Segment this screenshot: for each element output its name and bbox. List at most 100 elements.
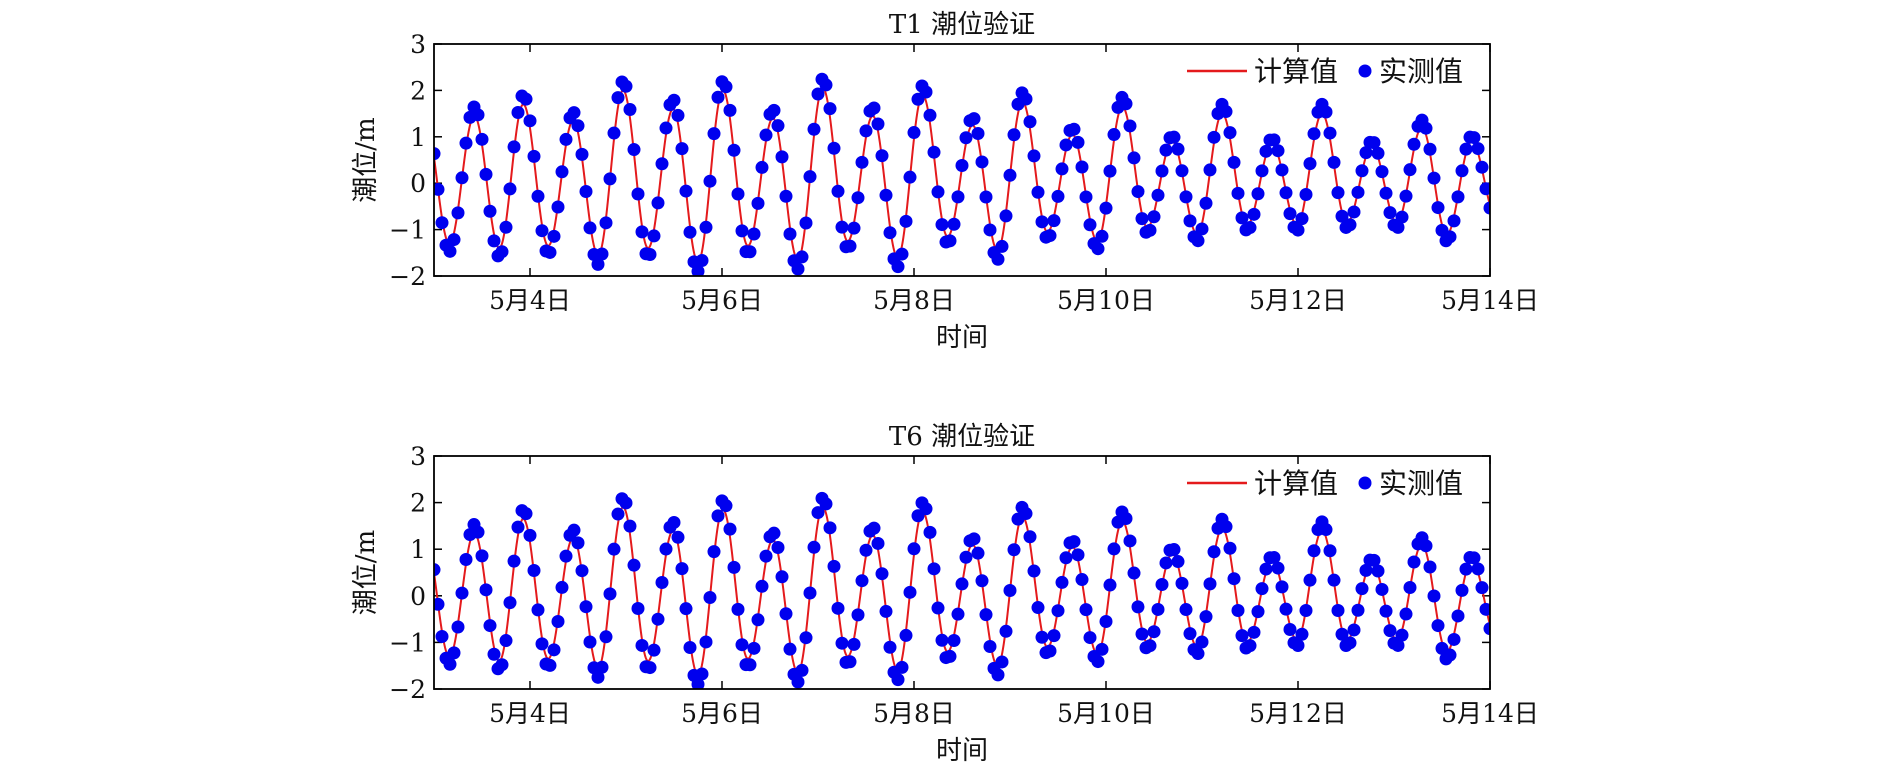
x-tick-label: 5月6日 xyxy=(681,699,763,728)
series-point-measured xyxy=(1219,520,1233,534)
series-point-measured xyxy=(1135,627,1149,641)
series-point-measured xyxy=(1467,131,1481,145)
y-tick-label: 0 xyxy=(410,582,426,611)
series-point-measured xyxy=(667,93,681,107)
series-point-measured xyxy=(783,227,797,241)
series-point-measured xyxy=(1223,126,1237,140)
series-point-measured xyxy=(459,136,473,150)
series-point-measured xyxy=(971,546,985,560)
series-point-measured xyxy=(747,641,761,655)
series-point-measured xyxy=(1175,576,1189,590)
series-point-measured xyxy=(723,522,737,536)
series-point-measured xyxy=(767,103,781,117)
series-point-measured xyxy=(831,601,845,615)
x-tick-label: 5月12日 xyxy=(1249,699,1347,728)
series-point-measured xyxy=(995,239,1009,253)
series-point-measured xyxy=(1367,553,1381,567)
series-point-measured xyxy=(1307,544,1321,558)
series-point-measured xyxy=(895,247,909,261)
series-point-measured xyxy=(1171,555,1185,569)
series-point-measured xyxy=(651,612,665,626)
series-point-measured xyxy=(847,221,861,235)
series-point-measured xyxy=(743,658,757,672)
series-point-measured xyxy=(623,519,637,533)
series-point-measured xyxy=(531,603,545,617)
series-point-measured xyxy=(875,149,889,163)
series-point-measured xyxy=(495,658,509,672)
series-point-measured xyxy=(1427,171,1441,185)
series-point-measured xyxy=(599,216,613,230)
series-point-measured xyxy=(1271,561,1285,575)
series-point-measured xyxy=(907,126,921,140)
series-point-measured xyxy=(843,655,857,669)
x-tick-label: 5月8日 xyxy=(873,286,955,315)
series-point-measured xyxy=(751,196,765,210)
series-point-measured xyxy=(547,229,561,243)
series-point-measured xyxy=(1407,555,1421,569)
series-point-measured xyxy=(699,635,713,649)
series-point-measured xyxy=(647,229,661,243)
series-point-measured xyxy=(1375,582,1389,596)
series-point-measured xyxy=(1147,210,1161,224)
series-point-measured xyxy=(583,221,597,235)
series-point-measured xyxy=(1359,146,1373,160)
series-point-measured xyxy=(1459,562,1473,576)
series-point-measured xyxy=(499,220,513,234)
series-point-measured xyxy=(1019,92,1033,106)
series-point-measured xyxy=(723,103,737,117)
series-point-measured xyxy=(859,124,873,138)
y-axis-label: 潮位/m xyxy=(351,530,381,615)
series-point-measured xyxy=(803,170,817,184)
series-point-measured xyxy=(935,218,949,232)
x-tick-label: 5月8日 xyxy=(873,699,955,728)
series-point-measured xyxy=(1107,128,1121,142)
series-point-measured xyxy=(1091,242,1105,256)
series-point-measured xyxy=(1379,186,1393,200)
series-point-measured xyxy=(471,525,485,539)
series-point-measured xyxy=(575,564,589,578)
series-point-measured xyxy=(559,549,573,563)
series-point-measured xyxy=(1207,130,1221,144)
series-point-measured xyxy=(607,126,621,140)
series-point-measured xyxy=(1283,207,1297,221)
series-point-measured xyxy=(1399,189,1413,203)
series-point-measured xyxy=(1123,119,1137,133)
series-point-measured xyxy=(1347,623,1361,637)
series-point-measured xyxy=(883,640,897,654)
series-point-measured xyxy=(875,567,889,581)
series-point-measured xyxy=(855,155,869,169)
series-point-measured xyxy=(527,563,541,577)
series-point-measured xyxy=(551,200,565,214)
series-point-measured xyxy=(779,607,793,621)
series-point-measured xyxy=(699,220,713,234)
series-point-measured xyxy=(659,542,673,556)
series-point-measured xyxy=(819,497,833,511)
series-point-measured xyxy=(1403,580,1417,594)
series-point-measured xyxy=(483,619,497,633)
series-point-measured xyxy=(1247,625,1261,639)
series-point-measured xyxy=(1279,186,1293,200)
series-point-measured xyxy=(1251,187,1265,201)
series-point-measured xyxy=(1355,582,1369,596)
y-tick-label: 0 xyxy=(410,169,426,198)
series-point-measured xyxy=(807,540,821,554)
series-point-measured xyxy=(551,614,565,628)
series-point-measured xyxy=(1119,97,1133,111)
series-point-measured xyxy=(883,226,897,240)
series-point-measured xyxy=(983,639,997,653)
y-axis-label: 潮位/m xyxy=(351,117,381,202)
series-point-measured xyxy=(747,227,761,241)
series-point-measured xyxy=(1003,168,1017,182)
series-point-measured xyxy=(975,155,989,169)
series-point-measured xyxy=(1383,624,1397,638)
series-point-measured xyxy=(1167,543,1181,557)
series-point-measured xyxy=(775,570,789,584)
x-tick-label: 5月12日 xyxy=(1249,286,1347,315)
series-point-measured xyxy=(643,661,657,675)
series-point-measured xyxy=(1167,130,1181,144)
series-point-measured xyxy=(1151,188,1165,202)
series-point-measured xyxy=(695,254,709,268)
series-point-measured xyxy=(675,142,689,156)
series-point-measured xyxy=(635,225,649,239)
series-point-measured xyxy=(903,585,917,599)
